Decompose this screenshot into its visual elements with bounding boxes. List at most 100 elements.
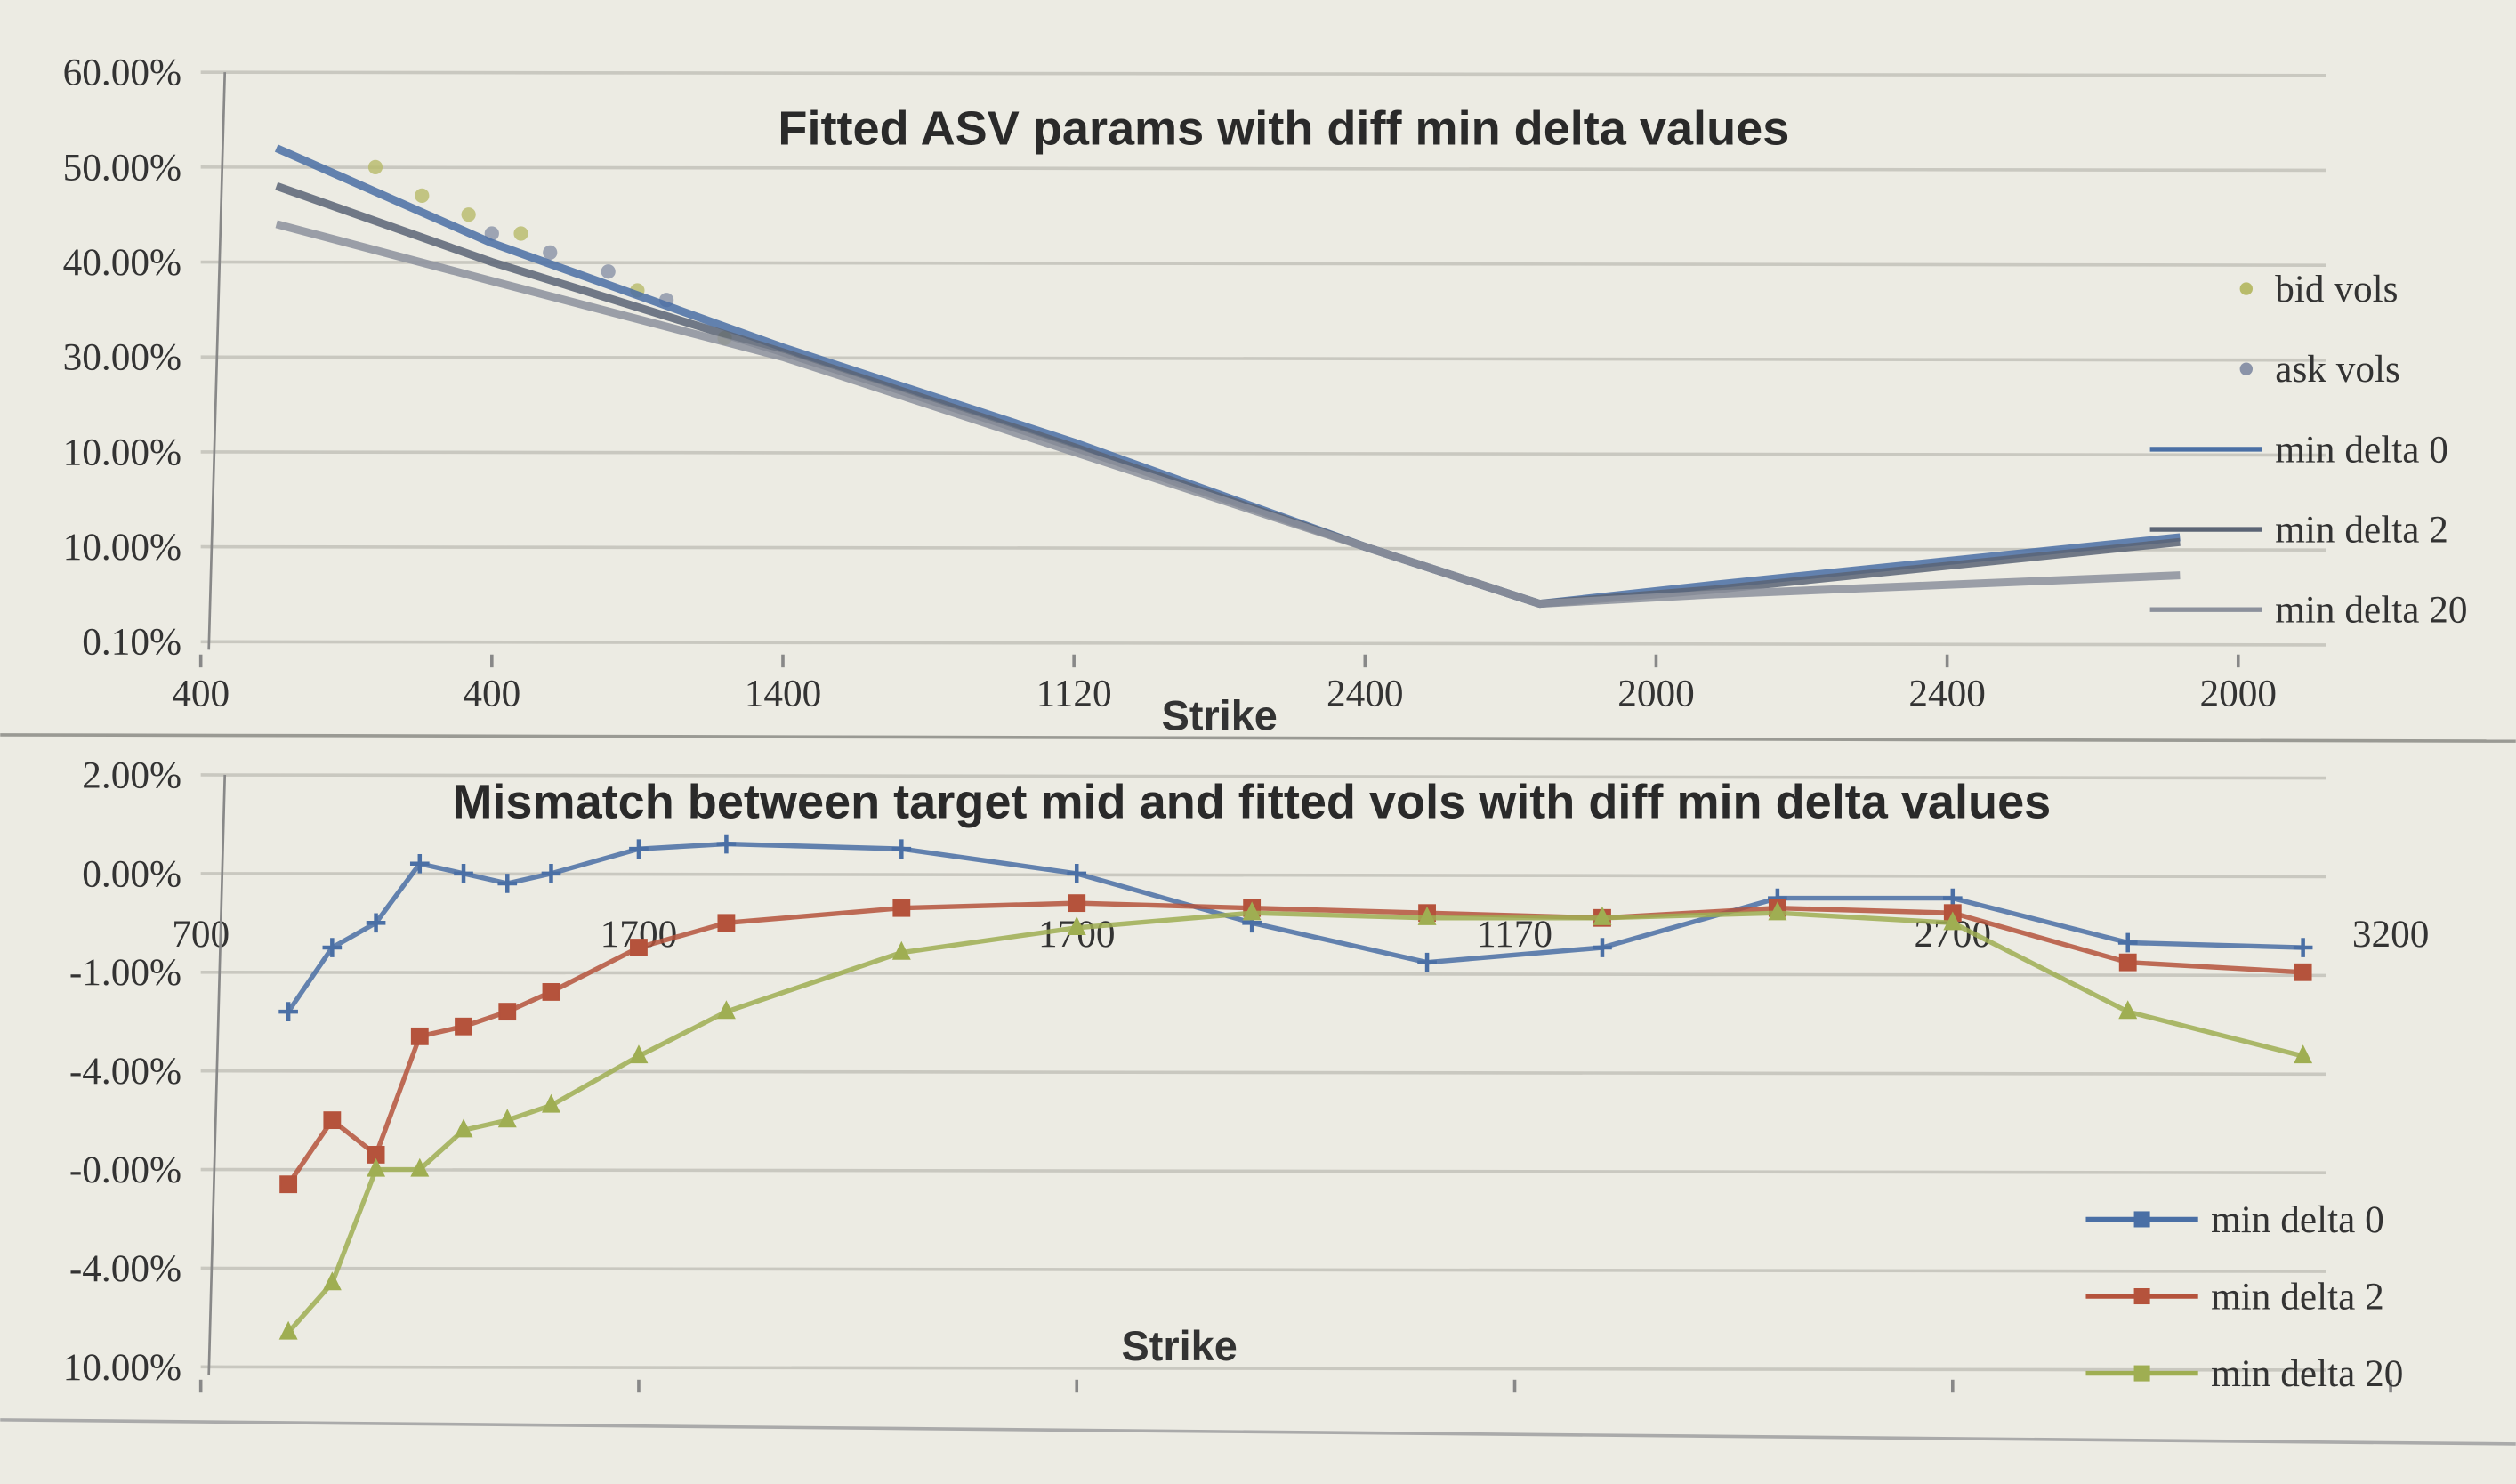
- y-tick-label: 0.00%: [82, 852, 181, 895]
- marker: [323, 1111, 342, 1130]
- marker: [1593, 906, 1612, 925]
- x-tick-label: 3200: [2352, 913, 2430, 956]
- marker: [497, 1109, 517, 1128]
- marker: [717, 914, 736, 932]
- marker: [322, 938, 343, 957]
- grid-line: [200, 1069, 2326, 1077]
- legend-label: min delta 2: [2211, 1275, 2384, 1318]
- y-tick-label: 10.00%: [63, 526, 181, 569]
- legend-swatch: [2133, 1365, 2150, 1382]
- legend-swatch: [2239, 282, 2254, 295]
- y-tick-label: -0.00%: [69, 1149, 181, 1191]
- marker: [367, 159, 383, 174]
- series-line: [286, 841, 2303, 1013]
- chart-title: Mismatch between target mid and fitted v…: [452, 776, 2051, 829]
- x-axis-label: Strike: [1162, 692, 1278, 738]
- marker: [542, 983, 560, 1001]
- y-tick-label: 10.00%: [63, 431, 181, 473]
- chart-title: Fitted ASV params with diff min delta va…: [778, 101, 1789, 155]
- y-axis: [207, 774, 227, 1375]
- marker: [454, 1118, 473, 1138]
- marker: [716, 1000, 736, 1020]
- x-tick-label: 2400: [1327, 672, 1404, 714]
- y-tick-label: 40.00%: [63, 241, 181, 284]
- panel-divider: [0, 733, 2516, 743]
- x-tick-label: 1120: [1036, 672, 1112, 714]
- grid-line: [200, 773, 2326, 780]
- legend-label: min delta 0: [2211, 1198, 2384, 1241]
- marker: [367, 1157, 386, 1177]
- legend-label: min delta 20: [2211, 1352, 2403, 1395]
- legend-label: min delta 2: [2275, 508, 2448, 551]
- marker: [892, 899, 911, 917]
- y-axis: [207, 72, 227, 650]
- marker: [2117, 932, 2138, 953]
- x-axis-label: Strike: [1122, 1323, 1238, 1369]
- grid-line: [200, 450, 2326, 457]
- grid-line: [200, 70, 2326, 77]
- grid-line: [200, 165, 2326, 173]
- marker: [541, 864, 561, 883]
- y-tick-label: 10.00%: [63, 1346, 181, 1389]
- marker: [1067, 864, 1087, 883]
- grid-line: [200, 1266, 2326, 1273]
- marker: [2294, 1044, 2313, 1064]
- marker: [278, 1320, 298, 1340]
- marker: [1417, 906, 1437, 925]
- legend-label: min delta 0: [2275, 428, 2448, 471]
- marker: [1593, 938, 1612, 957]
- marker: [2118, 1000, 2138, 1020]
- y-tick-label: 0.10%: [82, 621, 181, 664]
- grid-line: [200, 640, 2326, 647]
- marker: [2294, 963, 2312, 981]
- y-tick-label: 2.00%: [82, 754, 181, 796]
- y-tick-label: -4.00%: [69, 1247, 181, 1290]
- marker: [278, 1002, 298, 1021]
- y-tick-label: 30.00%: [63, 336, 181, 379]
- y-tick-label: 60.00%: [63, 52, 181, 94]
- marker: [461, 207, 476, 222]
- marker: [497, 874, 518, 893]
- y-tick-label: -1.00%: [69, 951, 181, 994]
- series-line: [275, 220, 2181, 609]
- marker: [410, 1027, 429, 1045]
- marker: [1417, 952, 1437, 972]
- marker: [716, 834, 737, 854]
- marker: [322, 1271, 342, 1291]
- y-tick-label: 50.00%: [63, 146, 181, 189]
- y-tick-label: -4.00%: [69, 1050, 181, 1093]
- marker: [629, 839, 649, 859]
- grid-line: [200, 1365, 2326, 1372]
- series-line: [286, 900, 2303, 1186]
- x-tick-label: 400: [172, 672, 230, 714]
- marker: [543, 245, 558, 260]
- panel-border: [0, 1418, 2516, 1446]
- grid-line: [200, 1167, 2326, 1174]
- legend-label: min delta 20: [2275, 589, 2467, 632]
- x-tick-label: 2000: [2200, 672, 2278, 714]
- legend-label: bid vols: [2275, 268, 2398, 311]
- marker: [2118, 953, 2137, 972]
- marker: [513, 226, 528, 241]
- marker: [630, 939, 648, 956]
- marker: [1068, 894, 1086, 913]
- marker: [1943, 911, 1963, 931]
- marker: [542, 1093, 560, 1113]
- legend-label: ask vols: [2275, 348, 2400, 391]
- x-tick-label: 2400: [1908, 672, 1986, 714]
- marker: [891, 940, 911, 960]
- marker: [891, 839, 912, 859]
- marker: [1242, 901, 1262, 921]
- marker: [498, 1003, 517, 1021]
- marker: [454, 864, 473, 883]
- marker: [601, 264, 616, 279]
- marker: [366, 913, 386, 933]
- series-line: [286, 910, 2304, 1335]
- x-tick-label: 400: [463, 672, 520, 714]
- marker: [2293, 938, 2313, 957]
- marker: [1768, 901, 1787, 921]
- marker: [455, 1017, 472, 1036]
